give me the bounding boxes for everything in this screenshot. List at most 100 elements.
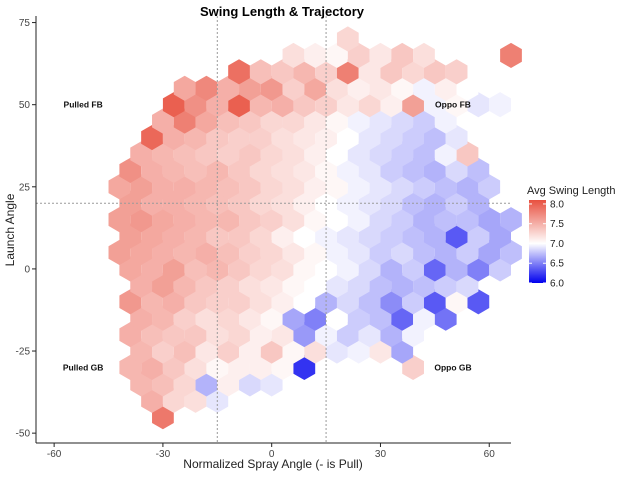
hex-bin (184, 322, 207, 348)
hex-bin (239, 338, 261, 364)
hex-bin (228, 354, 250, 381)
hex-bin (184, 289, 207, 315)
hex-bin (271, 223, 294, 249)
hex-bin (195, 239, 218, 266)
hex-bin (282, 239, 305, 266)
hex-bin (119, 256, 142, 282)
hex-bin (162, 289, 185, 315)
hex-bin (184, 223, 207, 249)
hex-bin (108, 207, 131, 233)
hex-bin (206, 157, 229, 183)
hex-bin (119, 157, 142, 183)
hex-bin (249, 157, 272, 183)
hex-bin (162, 223, 185, 249)
hex-bin (445, 92, 468, 118)
hex-bin (304, 174, 327, 200)
hex-bin (217, 174, 240, 200)
hex-bin (195, 338, 218, 364)
hex-bin (249, 354, 272, 381)
hex-bin (173, 338, 196, 364)
hex-bin (413, 174, 435, 200)
quadrant-label: Pulled GB (63, 362, 104, 372)
quadrant-label: Oppo GB (434, 362, 471, 372)
hex-bin (173, 305, 196, 331)
hex-bin (402, 354, 424, 381)
hex-bin (304, 272, 327, 298)
hex-bin (130, 174, 153, 200)
hex-bin (304, 108, 327, 134)
hex-bin (260, 305, 283, 331)
hex-bin (304, 305, 327, 331)
hex-bin (249, 59, 272, 85)
hex-bin (130, 141, 153, 167)
hex-bin (119, 354, 142, 381)
hex-bin (260, 272, 283, 298)
hex-bin (162, 354, 185, 381)
hex-bin (217, 108, 240, 134)
hex-bin (402, 223, 424, 249)
hex-bin (217, 338, 240, 364)
hex-bin (228, 59, 250, 85)
hex-bin (173, 371, 196, 397)
hex-bin (184, 92, 207, 118)
hex-bin (326, 272, 348, 298)
hex-bin (500, 239, 522, 266)
hex-bin (304, 75, 327, 101)
hex-bin (239, 75, 261, 101)
hex-bin (304, 141, 327, 167)
hex-bin (304, 42, 327, 68)
legend-tick-label: 7.0 (550, 239, 564, 250)
hex-bin (336, 92, 359, 118)
hex-bin (141, 322, 163, 348)
hex-bin (500, 42, 522, 68)
hex-bin (271, 256, 294, 282)
x-tick-label: 0 (269, 449, 275, 460)
hex-bin (315, 190, 337, 216)
quadrant-label: Pulled FB (64, 100, 103, 110)
hex-bin (369, 305, 392, 331)
hex-bin (336, 59, 359, 85)
hex-bin (152, 338, 174, 364)
hex-bin (260, 239, 283, 266)
legend-color-bar (529, 200, 546, 283)
hex-bin (434, 75, 457, 101)
hex-bin (195, 207, 218, 233)
hex-bin (249, 322, 272, 348)
hex-bin (413, 75, 435, 101)
hex-bin (260, 371, 283, 397)
hex-bin (402, 157, 424, 183)
hex-bin (108, 239, 131, 266)
hex-bin (249, 289, 272, 315)
hex-bin (326, 174, 348, 200)
hex-bin (369, 42, 392, 68)
chart-title: Swing Length & Trajectory (200, 4, 365, 19)
hex-bin (326, 108, 348, 134)
hex-bin (162, 387, 185, 413)
hex-bin (478, 207, 501, 233)
hex-bin (380, 256, 403, 282)
x-axis-ticks: -60 -30 0 30 60 (47, 443, 495, 460)
hex-bin (347, 174, 370, 200)
hex-bin (380, 124, 403, 151)
legend-title: Avg Swing Length (527, 185, 615, 197)
hex-bin (173, 141, 196, 167)
quadrant-label: Oppo FB (435, 100, 471, 110)
hex-bin (228, 289, 250, 315)
hex-bin (369, 207, 392, 233)
hex-bin (326, 207, 348, 233)
hex-bin (271, 322, 294, 348)
hex-bin (413, 42, 435, 68)
legend-ticks: 8.0 7.5 7.0 6.5 6.0 (529, 199, 564, 290)
hex-bin (434, 272, 457, 298)
hex-bin (260, 75, 283, 101)
hex-bin (141, 223, 163, 249)
hex-bin (336, 256, 359, 282)
hex-bin (445, 59, 468, 85)
hex-bin (467, 157, 490, 183)
hex-bin (423, 256, 446, 282)
hex-bin (347, 239, 370, 266)
hex-bin (391, 338, 414, 364)
hex-bin (380, 92, 403, 118)
hex-bin (434, 108, 457, 134)
hex-bin (489, 256, 511, 282)
